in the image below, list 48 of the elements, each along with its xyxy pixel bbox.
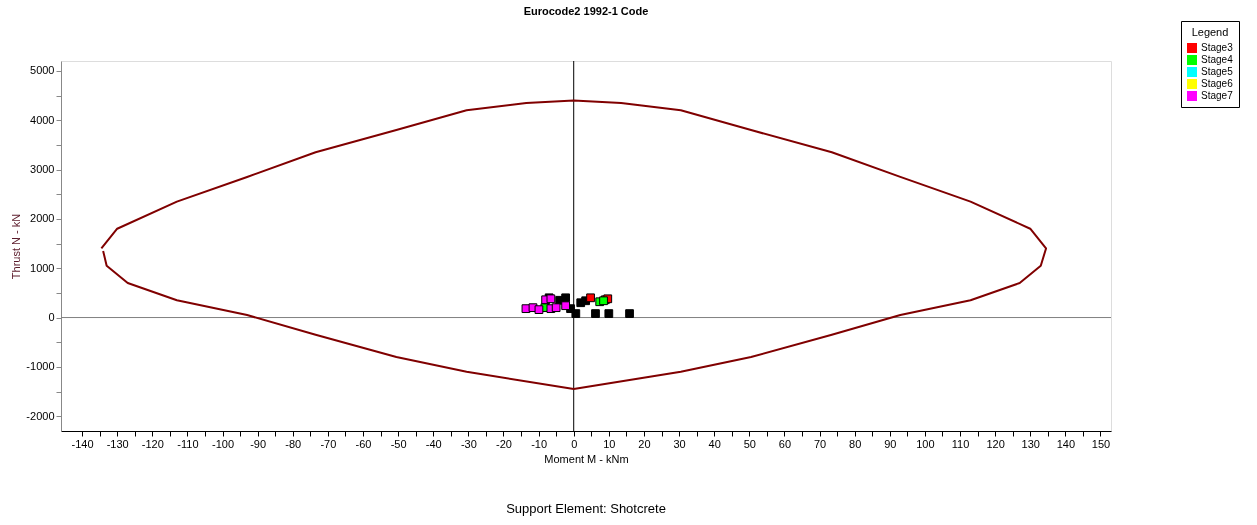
x-tick-label: 60 — [778, 437, 792, 450]
x-axis-title: Moment M - kNm — [544, 452, 629, 465]
x-tick-label: -100 — [212, 437, 235, 450]
y-tick-label: 3000 — [30, 163, 55, 176]
x-tick-label: 90 — [884, 437, 897, 450]
y-tick-label: 5000 — [30, 64, 55, 77]
x-tick-label: 140 — [1056, 437, 1076, 450]
y-tick-label: -1000 — [26, 360, 55, 373]
x-tick-label: -110 — [177, 437, 199, 450]
x-tick-label: 40 — [708, 437, 721, 450]
y-tick-label: 4000 — [30, 113, 55, 126]
x-tick-label: -90 — [250, 437, 267, 450]
y-tick-label: 2000 — [30, 212, 55, 225]
text: Support Element: Shotcrete — [506, 501, 666, 516]
x-tick-label: -60 — [355, 437, 372, 450]
y-tick-label: 1000 — [30, 261, 55, 274]
x-tick-label: -50 — [390, 437, 407, 450]
x-tick-label: 120 — [986, 437, 1005, 450]
x-tick-label: 110 — [951, 437, 970, 450]
y-tick-label: 0 — [48, 311, 55, 324]
x-tick-label: -120 — [141, 437, 164, 450]
x-tick-label: -140 — [71, 437, 94, 450]
x-tick-label: 70 — [813, 437, 827, 450]
legend-label: Stage6 — [1201, 78, 1234, 89]
x-tick-label: -10 — [531, 437, 548, 450]
x-tick-label: -40 — [425, 437, 442, 450]
x-tick-label: -70 — [320, 437, 337, 450]
legend-label: Stage5 — [1201, 66, 1234, 77]
x-tick-label: -130 — [106, 437, 129, 450]
x-tick-label: 20 — [638, 437, 651, 450]
x-tick-label: -20 — [496, 437, 512, 450]
legend-label: Stage7 — [1201, 90, 1234, 101]
x-tick-label: 10 — [603, 437, 616, 450]
legend-label: Stage4 — [1201, 54, 1234, 65]
legend-label: Stage3 — [1201, 42, 1234, 53]
x-tick-label: 0 — [571, 437, 578, 450]
x-tick-label: -80 — [285, 437, 302, 450]
x-tick-label: 100 — [916, 437, 935, 450]
y-tick-label: -2000 — [26, 409, 55, 422]
x-tick-label: 30 — [673, 437, 686, 450]
y-axis-title: Thrust N - kN — [10, 213, 23, 280]
x-tick-label: 150 — [1091, 437, 1111, 450]
x-tick-label: 130 — [1021, 437, 1040, 450]
x-tick-label: 50 — [743, 437, 756, 450]
legend-title: Legend — [1191, 26, 1229, 38]
x-tick-label: 80 — [849, 437, 862, 450]
x-tick-label: -30 — [460, 437, 477, 450]
chart-title: Eurocode2 1992-1 Code — [523, 4, 649, 17]
